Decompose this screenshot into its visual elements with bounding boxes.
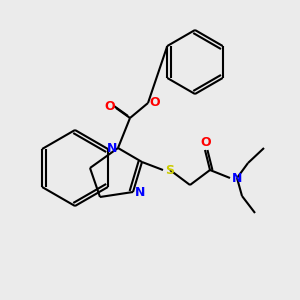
Text: N: N: [107, 142, 117, 154]
Text: O: O: [150, 95, 160, 109]
Text: N: N: [135, 187, 145, 200]
Text: S: S: [166, 164, 175, 176]
Text: O: O: [201, 136, 211, 149]
Text: N: N: [232, 172, 242, 184]
Text: O: O: [105, 100, 115, 113]
